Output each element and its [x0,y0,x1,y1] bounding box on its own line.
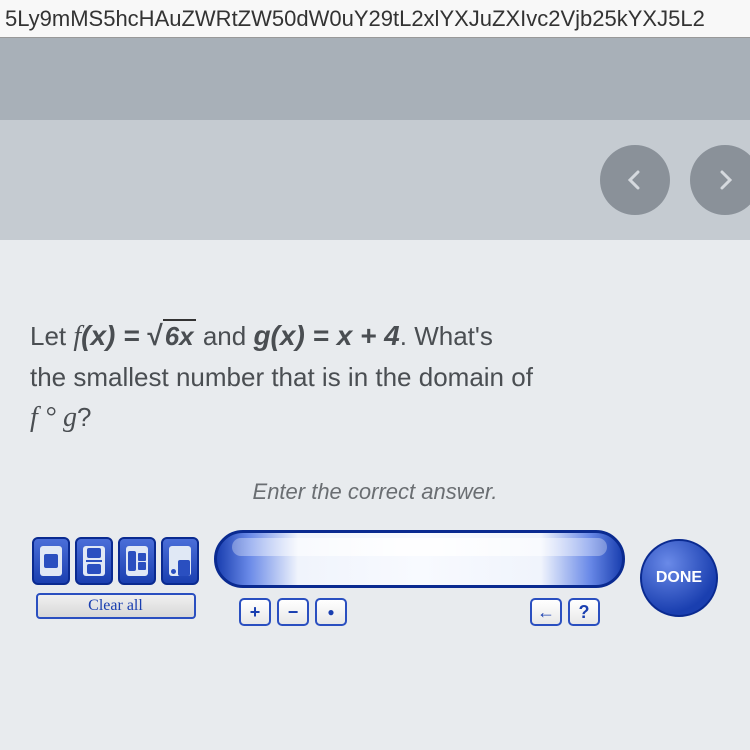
content-area: Let f(x) = √6x and g(x) = x + 4. What's … [0,240,750,750]
q-farg: (x) [81,320,115,351]
chevron-left-icon [623,168,647,192]
plus-button[interactable]: + [239,598,271,626]
q-eq1: = [115,320,147,351]
q-line2: the smallest number that is in the domai… [30,362,533,392]
url-text: 5Ly9mMS5hcHAuZWRtZW50dW0uY29tL2xlYXJuZXI… [5,6,705,32]
q-suffix1: . What's [400,321,493,351]
sqrt-expression: √6x [147,315,195,357]
operator-buttons: + − ● ← ? [214,598,625,626]
q-compose: f ° g [30,402,77,433]
q-garg: (x) [271,320,305,351]
dot-button[interactable]: ● [315,598,347,626]
question-text: Let f(x) = √6x and g(x) = x + 4. What's … [30,315,720,439]
q-g: g [253,320,270,351]
clear-all-button[interactable]: Clear all [36,593,196,619]
q-eq2: = [305,320,337,351]
fraction-button[interactable] [75,537,113,585]
q-f: f [73,321,81,352]
q-prefix: Let [30,321,73,351]
chevron-right-icon [713,168,737,192]
input-row: Clear all + − ● ← ? DONE [30,530,720,626]
q-qmark: ? [77,402,91,432]
mixed-number-button[interactable] [118,537,156,585]
prev-button[interactable] [600,145,670,215]
help-button[interactable]: ? [568,598,600,626]
whole-number-button[interactable] [32,537,70,585]
minus-button[interactable]: − [277,598,309,626]
url-bar: 5Ly9mMS5hcHAuZWRtZW50dW0uY29tL2xlYXJuZXI… [0,0,750,38]
done-button[interactable]: DONE [640,539,718,617]
format-buttons [32,537,199,585]
answer-input[interactable] [214,530,625,588]
backspace-button[interactable]: ← [530,598,562,626]
prompt-text: Enter the correct answer. [30,479,720,505]
tool-group: Clear all [32,537,199,619]
q-gexpr: x + 4 [337,320,400,351]
q-and: and [196,321,254,351]
sqrt-content: 6x [163,319,196,351]
decimal-button[interactable] [161,537,199,585]
answer-area: + − ● ← ? [214,530,625,626]
